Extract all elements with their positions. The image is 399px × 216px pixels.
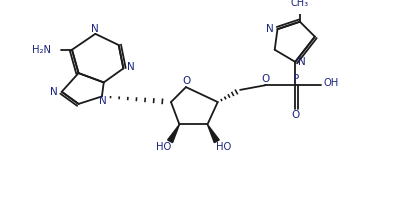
Text: N: N <box>127 62 135 73</box>
Text: N: N <box>266 24 274 34</box>
Text: P: P <box>293 74 299 84</box>
Text: N: N <box>99 96 107 106</box>
Text: HO: HO <box>156 142 171 152</box>
Polygon shape <box>168 124 180 143</box>
Text: HO: HO <box>216 142 231 152</box>
Text: O: O <box>261 74 269 84</box>
Text: N: N <box>50 87 58 97</box>
Text: O: O <box>291 110 299 120</box>
Text: CH₃: CH₃ <box>291 0 309 8</box>
Text: OH: OH <box>323 78 338 88</box>
Text: O: O <box>183 76 191 86</box>
Polygon shape <box>207 124 219 143</box>
Text: N: N <box>91 24 98 34</box>
Text: N: N <box>298 57 306 67</box>
Text: H₂N: H₂N <box>32 45 51 55</box>
